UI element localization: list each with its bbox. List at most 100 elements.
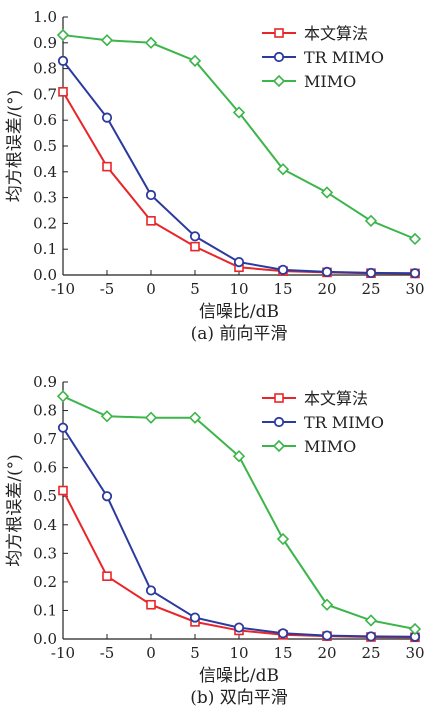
data-point xyxy=(273,51,285,63)
data-point xyxy=(273,416,285,428)
data-point xyxy=(56,390,70,403)
data-point xyxy=(274,393,284,403)
x-tick-label: 30 xyxy=(405,280,424,298)
data-point xyxy=(56,28,70,42)
data-point xyxy=(57,55,69,66)
data-point xyxy=(272,439,286,453)
data-point xyxy=(364,614,378,627)
y-tick-label: 0.7 xyxy=(33,85,57,103)
data-point xyxy=(144,36,158,49)
data-point xyxy=(58,485,68,496)
y-axis-label: 均方根误差/(°) xyxy=(5,454,25,567)
x-tick-label: -10 xyxy=(51,644,75,662)
data-point xyxy=(277,628,289,639)
x-tick-label: 10 xyxy=(229,644,248,662)
data-point xyxy=(321,266,333,278)
data-point xyxy=(188,54,202,67)
y-tick-label: 0.2 xyxy=(33,573,57,591)
legend-label: MIMO xyxy=(304,437,356,456)
data-point xyxy=(233,256,245,268)
y-tick-label: 0.5 xyxy=(33,137,57,155)
legend-entry: 本文算法 xyxy=(262,24,368,43)
data-point xyxy=(232,450,246,463)
legend-entry: MIMO xyxy=(262,72,356,91)
y-tick-label: 0.1 xyxy=(33,601,57,619)
y-tick-label: 0.2 xyxy=(33,214,57,232)
y-tick-label: 0.8 xyxy=(33,402,57,420)
data-point xyxy=(57,422,69,433)
y-tick-label: 0.4 xyxy=(33,163,57,181)
data-point xyxy=(364,214,378,227)
y-tick-label: 0.3 xyxy=(33,544,57,562)
data-point xyxy=(100,410,114,423)
data-point xyxy=(276,163,290,176)
chart-caption: (b) 双向平滑 xyxy=(190,688,288,708)
legend-entry: 本文算法 xyxy=(262,389,368,408)
x-axis-label: 信噪比/dB xyxy=(199,302,279,322)
y-tick-label: 0.6 xyxy=(33,111,57,129)
chart-bidirectional-smoothing: -10 -5 0 5 10 15 20 25 30 0.0 0.1 0.2 0.3 0.4 0.5 0.6 0.… xyxy=(5,373,424,708)
data-point xyxy=(232,106,246,119)
data-point xyxy=(408,622,422,636)
data-point xyxy=(146,216,156,226)
data-point xyxy=(102,571,112,581)
data-point xyxy=(320,186,334,199)
data-point xyxy=(188,411,202,424)
series-line xyxy=(62,91,416,275)
data-point xyxy=(145,189,157,201)
legend-label: 本文算法 xyxy=(304,389,368,408)
y-tick-label: 0.0 xyxy=(33,266,57,284)
chart-forward-smoothing: -10 -5 0 5 10 15 20 25 30 0.0 0.1 0.2 0.3 0.4 0.5 0.6 0.… xyxy=(5,8,424,344)
data-point xyxy=(277,264,289,275)
x-tick-label: 0 xyxy=(146,644,156,662)
x-tick-label: 15 xyxy=(273,644,292,662)
data-point xyxy=(58,87,68,97)
x-tick-label: 20 xyxy=(317,644,336,662)
data-point xyxy=(408,232,422,246)
y-tick-label: 0.5 xyxy=(33,487,57,505)
data-point xyxy=(101,491,113,502)
data-point xyxy=(320,598,334,611)
series-tr-mimo xyxy=(57,55,421,279)
legend-entry: MIMO xyxy=(262,437,356,456)
data-point xyxy=(365,267,377,279)
y-tick-label: 0.3 xyxy=(33,189,57,207)
x-tick-label: 5 xyxy=(190,644,200,662)
y-tick-label: 0.0 xyxy=(33,630,57,648)
legend-label: MIMO xyxy=(304,72,356,91)
data-point xyxy=(144,411,158,424)
x-tick-label: -10 xyxy=(51,280,75,298)
x-tick-label: 25 xyxy=(361,644,380,662)
x-tick-label: 15 xyxy=(273,280,292,298)
data-point xyxy=(189,231,201,242)
data-point xyxy=(102,161,112,172)
y-axis-label: 均方根误差/(°) xyxy=(5,90,25,203)
y-tick-label: 0.6 xyxy=(33,459,57,477)
chart-caption: (a) 前向平滑 xyxy=(191,324,288,344)
legend-label: TR MIMO xyxy=(304,413,384,432)
x-tick-label: -5 xyxy=(100,644,115,662)
y-tick-label: 0.8 xyxy=(33,60,57,78)
x-tick-label: 0 xyxy=(146,280,156,298)
data-point xyxy=(365,631,377,642)
y-tick-label: 0.9 xyxy=(33,34,57,52)
data-point xyxy=(189,612,201,623)
x-axis-label: 信噪比/dB xyxy=(199,666,279,686)
data-point xyxy=(321,630,333,641)
data-point xyxy=(233,622,245,633)
data-point xyxy=(145,585,157,596)
data-point xyxy=(272,74,286,88)
x-tick-label: 30 xyxy=(405,644,424,662)
series-mimo xyxy=(56,28,422,246)
legend-label: TR MIMO xyxy=(304,48,384,67)
x-tick-label: 5 xyxy=(190,280,200,298)
y-tick-label: 0.4 xyxy=(33,516,57,534)
y-tick-label: 0.9 xyxy=(33,373,57,391)
series-line xyxy=(62,490,416,639)
y-tick-label: 0.7 xyxy=(33,430,57,448)
data-point xyxy=(409,268,421,279)
x-tick-label: 25 xyxy=(361,280,380,298)
data-point xyxy=(190,241,200,252)
legend-entry: TR MIMO xyxy=(262,413,384,432)
data-point xyxy=(100,34,114,47)
